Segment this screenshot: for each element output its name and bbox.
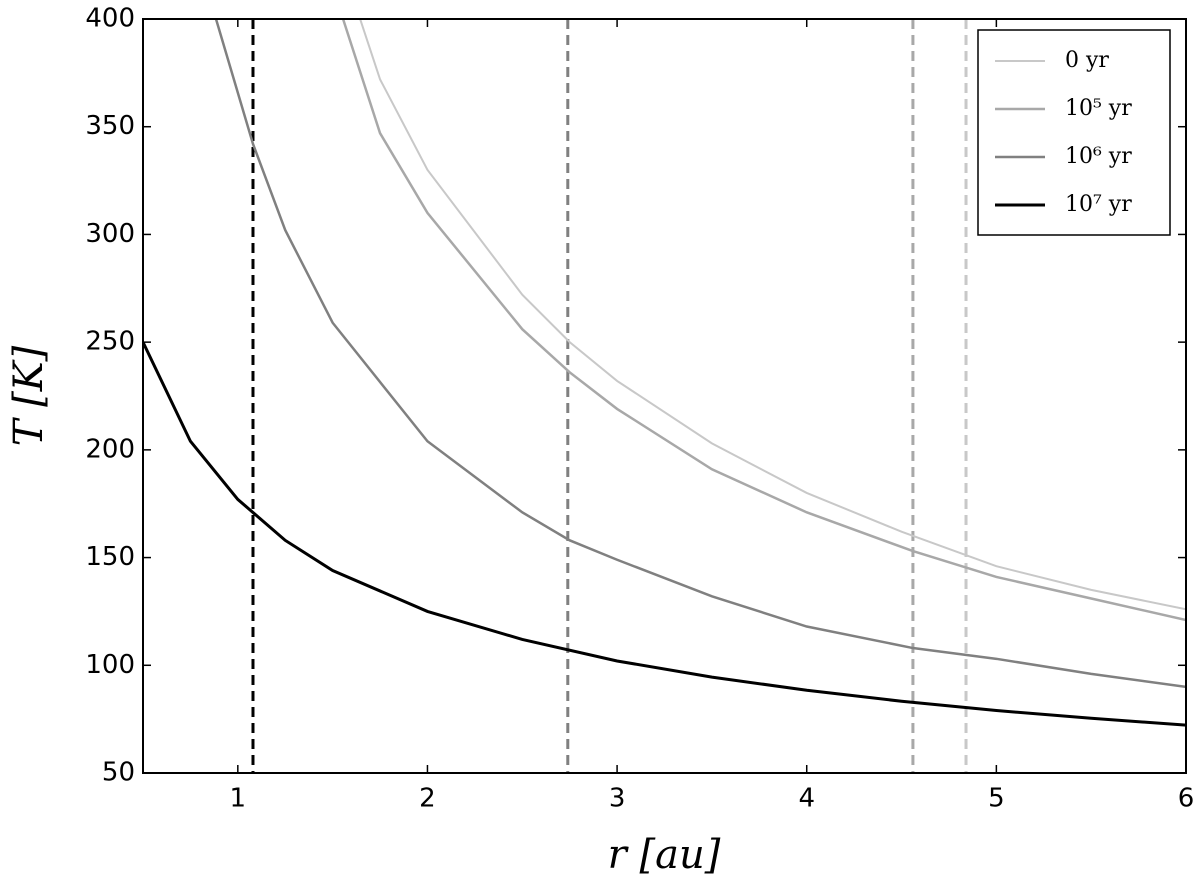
- y-tick-label: 100: [85, 650, 135, 680]
- legend-box: [977, 29, 1171, 236]
- y-tick-label: 50: [102, 758, 135, 788]
- legend-label: 10⁷ yr: [1065, 192, 1132, 217]
- series-line: [214, 19, 1186, 689]
- y-tick-label: 400: [85, 4, 135, 34]
- series-line: [341, 19, 1186, 622]
- x-tick-label: 3: [609, 784, 626, 814]
- plot-area: [143, 19, 1186, 773]
- y-tick-label: 350: [85, 111, 135, 141]
- x-tick-label: 5: [988, 784, 1005, 814]
- x-tick-label: 4: [798, 784, 815, 814]
- legend-label: 10⁶ yr: [1065, 144, 1132, 169]
- y-tick-label: 250: [85, 327, 135, 357]
- legend-label: 0 yr: [1065, 48, 1109, 73]
- legend-label: 10⁵ yr: [1065, 96, 1132, 121]
- plot-frame: [142, 18, 1187, 774]
- y-tick-label: 300: [85, 219, 135, 249]
- y-tick-label: 200: [85, 434, 135, 464]
- x-tick-label: 6: [1178, 784, 1195, 814]
- series-line: [143, 341, 1186, 727]
- y-axis-label: T [K]: [6, 345, 52, 446]
- x-tick-label: 1: [230, 784, 247, 814]
- x-axis-label: r [au]: [608, 832, 721, 878]
- series-line: [359, 19, 1186, 611]
- y-tick-label: 150: [85, 542, 135, 572]
- x-tick-label: 2: [419, 784, 436, 814]
